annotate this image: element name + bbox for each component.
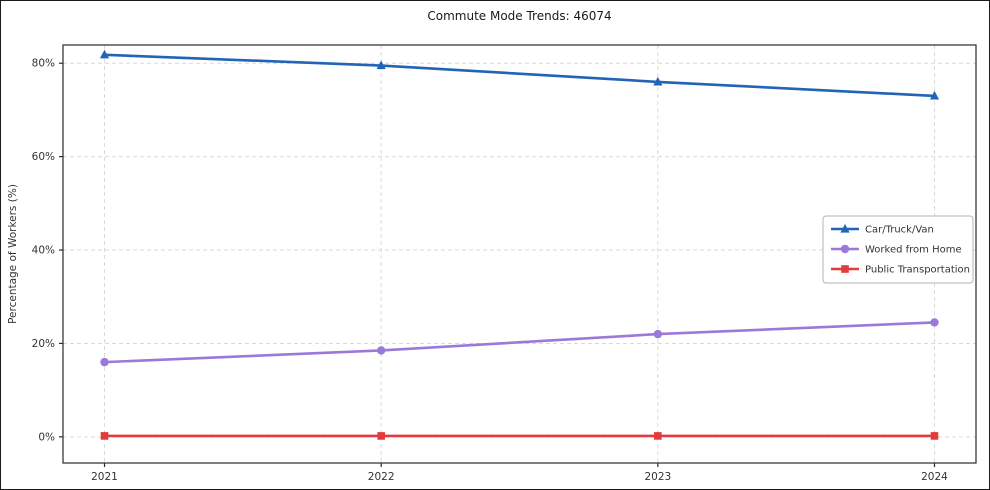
legend-marker xyxy=(840,244,850,254)
legend-label: Public Transportation xyxy=(865,265,970,276)
x-tick-label: 2024 xyxy=(921,471,948,483)
x-tick-label: 2021 xyxy=(91,471,118,483)
series-line xyxy=(103,53,936,98)
y-tick-label: 80% xyxy=(32,58,55,70)
x-tick-label: 2022 xyxy=(368,471,395,483)
legend-marker xyxy=(841,265,849,273)
y-tick-label: 20% xyxy=(32,338,55,350)
y-tick-label: 0% xyxy=(38,431,55,443)
series-marker xyxy=(376,346,386,355)
series-marker xyxy=(376,60,386,70)
y-tick-label: 60% xyxy=(32,151,55,163)
series-marker xyxy=(929,90,940,100)
series-line xyxy=(103,321,936,364)
series-marker xyxy=(99,49,110,59)
series-marker xyxy=(930,318,939,327)
legend-marker xyxy=(840,224,850,233)
legend-box xyxy=(822,215,974,284)
series-marker xyxy=(654,432,662,440)
series-marker xyxy=(100,357,109,367)
legend-label: Worked from Home xyxy=(865,245,962,256)
series-marker xyxy=(930,432,939,440)
series-marker xyxy=(100,432,109,440)
y-tick-label: 40% xyxy=(32,245,55,257)
y-axis-label: Percentage of Workers (%) xyxy=(7,184,19,324)
chart-title: Commute Mode Trends: 46074 xyxy=(427,9,612,23)
x-tick-label: 2023 xyxy=(644,471,671,483)
series-marker xyxy=(653,329,663,339)
series-marker xyxy=(377,432,385,440)
legend-label: Car/Truck/Van xyxy=(865,225,934,236)
plot-border xyxy=(62,44,977,464)
series-marker xyxy=(653,76,663,86)
